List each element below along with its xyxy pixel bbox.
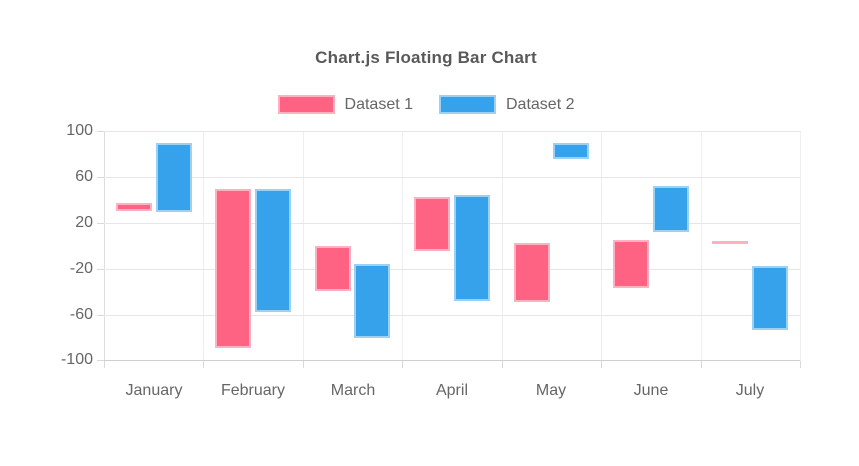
x-tick-label-may: May bbox=[535, 382, 567, 399]
y-tick-label--60: -60 bbox=[69, 306, 93, 323]
bar-dataset1-january[interactable] bbox=[116, 203, 152, 211]
y-axis-tick bbox=[97, 223, 104, 224]
gridline--60 bbox=[104, 315, 800, 316]
gridline-vertical bbox=[800, 131, 801, 361]
bar-dataset1-july[interactable] bbox=[712, 241, 748, 244]
bar-dataset2-july[interactable] bbox=[752, 266, 788, 330]
x-axis-tick bbox=[104, 361, 105, 368]
legend-item-dataset-1[interactable]: Dataset 1 bbox=[277, 95, 413, 114]
gridline-vertical bbox=[402, 131, 403, 361]
x-tick-label-april: April bbox=[435, 382, 468, 399]
legend-label-dataset-1: Dataset 1 bbox=[344, 95, 413, 113]
bar-dataset2-march[interactable] bbox=[354, 264, 390, 338]
bar-dataset2-june[interactable] bbox=[653, 186, 689, 232]
gridline-vertical bbox=[701, 131, 702, 361]
gridline-100 bbox=[104, 131, 800, 132]
x-axis-tick bbox=[203, 361, 204, 368]
gridline-vertical bbox=[203, 131, 204, 361]
gridline-vertical bbox=[601, 131, 602, 361]
y-axis-tick bbox=[97, 360, 104, 361]
gridline--20 bbox=[104, 269, 800, 270]
plot-area: 100 60 20 -20 -60 -100 January February March Apr… bbox=[61, 122, 801, 399]
bar-dataset2-february[interactable] bbox=[255, 189, 291, 312]
x-tick-label-february: February bbox=[220, 382, 286, 399]
bar-dataset1-february[interactable] bbox=[215, 189, 251, 348]
y-tick-label-60: 60 bbox=[75, 168, 93, 185]
x-tick-label-june: June bbox=[633, 382, 669, 399]
gridline-vertical bbox=[104, 131, 105, 361]
x-axis-tick bbox=[303, 361, 304, 368]
x-tick-label-july: July bbox=[735, 382, 765, 399]
chart-legend: Dataset 1 Dataset 2 bbox=[0, 95, 852, 114]
bar-dataset2-january[interactable] bbox=[156, 143, 192, 212]
bar-dataset1-april[interactable] bbox=[414, 197, 450, 251]
gridline-vertical bbox=[303, 131, 304, 361]
legend-swatch-dataset-2 bbox=[439, 95, 496, 114]
y-tick-label--100: -100 bbox=[60, 351, 93, 368]
y-tick-label-20: 20 bbox=[75, 214, 93, 231]
gridline-vertical bbox=[502, 131, 503, 361]
y-tick-label--20: -20 bbox=[69, 260, 93, 277]
x-tick-label-march: March bbox=[330, 382, 376, 399]
legend-swatch-dataset-1 bbox=[277, 95, 335, 114]
x-axis-tick bbox=[800, 361, 801, 368]
bar-dataset1-may[interactable] bbox=[514, 243, 550, 302]
y-tick-label-100: 100 bbox=[66, 122, 93, 139]
x-axis-tick bbox=[402, 361, 403, 368]
bar-dataset2-may[interactable] bbox=[553, 143, 589, 159]
bar-dataset1-june[interactable] bbox=[613, 240, 649, 288]
chart-title: Chart.js Floating Bar Chart bbox=[315, 48, 537, 67]
y-axis-tick bbox=[97, 177, 104, 178]
legend-item-dataset-2[interactable]: Dataset 2 bbox=[439, 95, 574, 114]
legend-label-dataset-2: Dataset 2 bbox=[506, 95, 575, 113]
x-tick-label-january: January bbox=[125, 382, 183, 399]
gridline--100 bbox=[104, 360, 800, 361]
y-axis-tick bbox=[97, 269, 104, 270]
x-axis-tick bbox=[601, 361, 602, 368]
x-axis-tick bbox=[502, 361, 503, 368]
x-axis-tick bbox=[701, 361, 702, 368]
bar-dataset1-march[interactable] bbox=[315, 246, 351, 291]
gridline-20 bbox=[104, 223, 800, 224]
gridline-60 bbox=[104, 177, 800, 178]
y-axis-tick bbox=[97, 131, 104, 132]
bar-dataset2-april[interactable] bbox=[454, 195, 490, 301]
y-axis-tick bbox=[97, 315, 104, 316]
